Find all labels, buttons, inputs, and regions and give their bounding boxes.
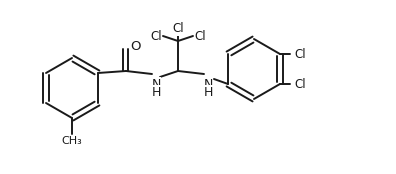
Text: N: N bbox=[203, 77, 213, 90]
Text: N: N bbox=[151, 77, 161, 90]
Text: Cl: Cl bbox=[150, 30, 162, 44]
Text: Cl: Cl bbox=[172, 22, 184, 35]
Text: O: O bbox=[131, 41, 141, 53]
Text: H: H bbox=[203, 85, 213, 98]
Text: H: H bbox=[151, 85, 161, 98]
Text: CH₃: CH₃ bbox=[62, 136, 82, 146]
Text: Cl: Cl bbox=[294, 77, 306, 90]
Text: Cl: Cl bbox=[194, 30, 206, 44]
Text: Cl: Cl bbox=[294, 48, 306, 61]
